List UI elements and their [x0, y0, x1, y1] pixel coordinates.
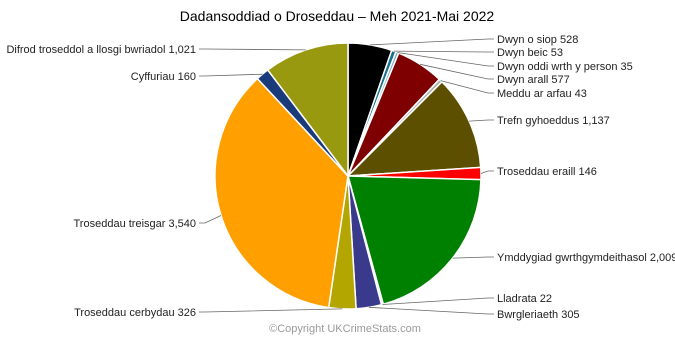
slice-label: Troseddau treisgar 3,540 [74, 218, 197, 230]
label-leader-line [480, 170, 494, 174]
slice-label: Dwyn o siop 528 [497, 34, 578, 46]
chart-title: Dadansoddiad o Droseddau – Meh 2021-Mai … [180, 8, 495, 24]
slice-label: Dwyn oddi wrth y person 35 [497, 61, 633, 73]
slice-label: Difrod troseddol a llosgi bwriadol 1,021 [6, 44, 196, 56]
label-leader-line [199, 215, 222, 224]
label-leader-line [368, 306, 494, 315]
label-leader-line [440, 80, 494, 94]
label-leader-line [199, 48, 306, 51]
label-leader-line [199, 308, 343, 313]
label-leader-line [393, 50, 494, 53]
slice-label: Trefn gyhoeddus 1,137 [497, 115, 610, 127]
slice-label: Dwyn arall 577 [497, 74, 570, 86]
copyright-footer: ©Copyright UKCrimeStats.com [269, 323, 421, 335]
pie-slice-ymddygiad-gwrthgymdeithasol [347, 175, 482, 306]
slice-label: Meddu ar arfau 43 [497, 88, 587, 100]
slice-label: Bwrgleriaeth 305 [497, 309, 580, 321]
label-leader-line [370, 38, 494, 46]
label-leader-line [452, 256, 494, 259]
slice-label: Dwyn beic 53 [497, 47, 563, 59]
slice-label: Cyffuriau 160 [131, 71, 196, 83]
slice-label: Lladrata 22 [497, 293, 552, 305]
label-leader-line [397, 52, 494, 67]
label-leader-line [420, 63, 494, 80]
pie-slices [214, 42, 482, 310]
slice-label: Troseddau eraill 146 [497, 166, 597, 178]
label-leader-line [199, 73, 263, 77]
slice-label: Ymddygiad gwrthgymdeithasol 2,009 [497, 252, 675, 264]
label-leader-line [469, 119, 494, 122]
slice-label: Troseddau cerbydau 326 [74, 307, 196, 319]
label-leader-line [382, 297, 494, 305]
